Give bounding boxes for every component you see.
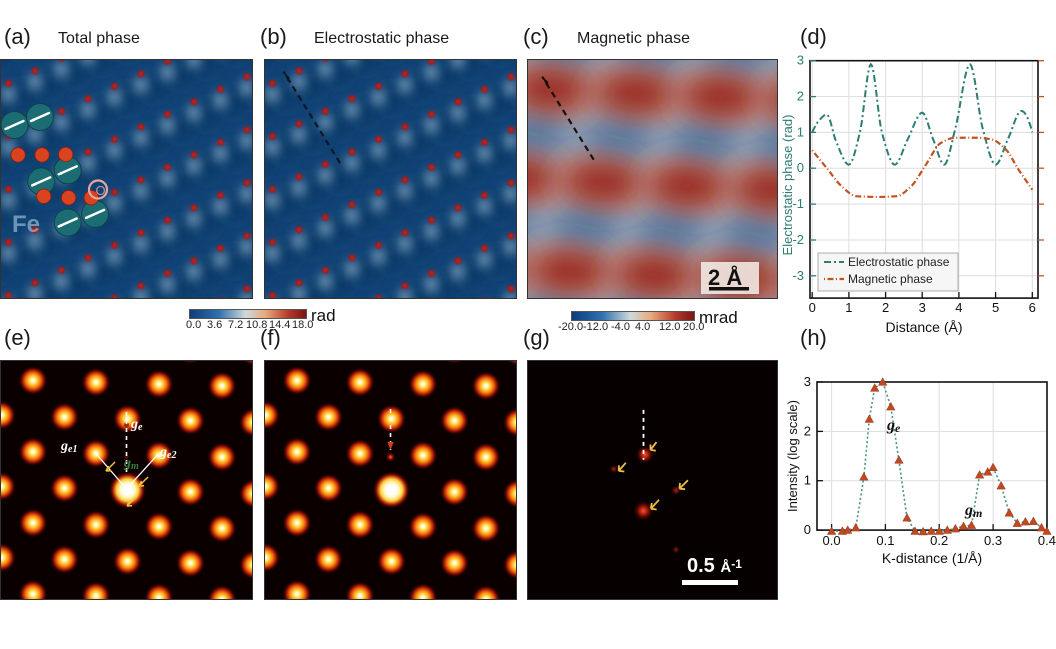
svg-text:Intensity (log scale): Intensity (log scale)	[785, 400, 800, 512]
svg-text:K-distance (1/Å): K-distance (1/Å)	[882, 550, 982, 566]
svg-text:2: 2	[804, 423, 811, 438]
svg-text:3: 3	[804, 374, 811, 389]
svg-text:0.3: 0.3	[984, 533, 1002, 548]
svg-text:0.4: 0.4	[1038, 533, 1056, 548]
svg-text:0.0: 0.0	[823, 533, 841, 548]
svg-text:1: 1	[804, 473, 811, 488]
svg-text:0.2: 0.2	[930, 533, 948, 548]
svg-text:0: 0	[804, 522, 811, 537]
svg-text:0.1: 0.1	[876, 533, 894, 548]
